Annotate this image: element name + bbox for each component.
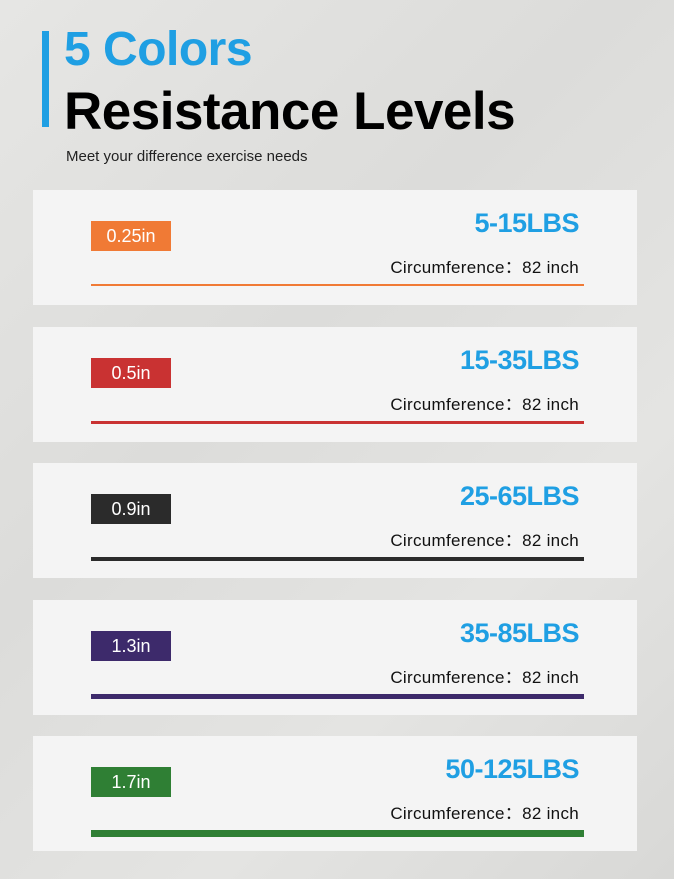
level-card: 1.7in 50-125LBS Circumference：82 inch [33, 736, 637, 851]
band-color-line [91, 284, 584, 286]
resistance-range: 15-35LBS [459, 345, 580, 375]
accent-bar [42, 31, 49, 127]
resistance-range: 25-65LBS [459, 481, 580, 511]
size-badge: 0.25in [91, 221, 171, 251]
level-card: 0.5in 15-35LBS Circumference：82 inch [33, 327, 637, 442]
resistance-range: 50-125LBS [445, 754, 579, 784]
size-badge: 1.7in [91, 767, 171, 797]
level-card: 1.3in 35-85LBS Circumference：82 inch [33, 600, 637, 715]
level-card: 0.25in 5-15LBS Circumference：82 inch [33, 190, 637, 305]
circumference: Circumference：82 inch [390, 668, 579, 687]
band-color-line [91, 830, 584, 837]
size-badge: 0.9in [91, 494, 171, 524]
size-badge: 1.3in [91, 631, 171, 661]
circumference: Circumference：82 inch [390, 258, 579, 277]
size-badge: 0.5in [91, 358, 171, 388]
title-colors: 5 Colors [64, 23, 253, 76]
circumference: Circumference：82 inch [390, 804, 579, 823]
subtitle: Meet your difference exercise needs [66, 148, 308, 165]
title-resistance-levels: Resistance Levels [64, 82, 516, 141]
band-color-line [91, 557, 584, 561]
circumference: Circumference：82 inch [390, 395, 579, 414]
band-color-line [91, 694, 584, 699]
level-card: 0.9in 25-65LBS Circumference：82 inch [33, 463, 637, 578]
resistance-range: 35-85LBS [459, 618, 580, 648]
resistance-range: 5-15LBS [474, 208, 579, 238]
band-color-line [91, 421, 584, 424]
circumference: Circumference：82 inch [390, 531, 579, 550]
